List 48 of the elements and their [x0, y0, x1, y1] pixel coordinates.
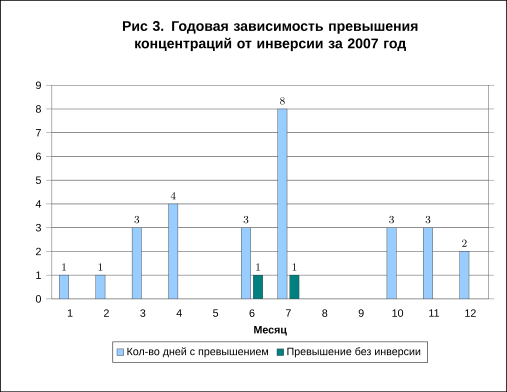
x-tick-label: 12	[465, 309, 476, 317]
y-tick-label: 9	[36, 81, 41, 89]
x-tick-label: 2	[104, 309, 109, 317]
bar	[241, 227, 251, 299]
x-tick-label: 11	[429, 309, 440, 317]
bar	[423, 227, 433, 299]
bar	[59, 274, 69, 299]
x-tick-label: 7	[286, 309, 291, 317]
x-tick-label: 4	[176, 309, 182, 317]
data-label: 8	[280, 97, 285, 104]
bar	[168, 204, 178, 299]
data-label: 1	[62, 263, 66, 270]
x-tick-label: 9	[358, 309, 364, 317]
bar	[290, 274, 300, 299]
y-tick-label: 0	[36, 295, 41, 303]
data-label: 1	[98, 263, 102, 270]
bar	[96, 274, 106, 299]
x-tick-label: 10	[392, 309, 404, 317]
y-tick-label: 4	[36, 200, 42, 208]
y-tick-label: 1	[36, 271, 41, 279]
bar	[278, 108, 288, 299]
x-axis-title: Месяц	[254, 326, 287, 336]
bar	[253, 274, 263, 299]
bar	[459, 251, 470, 299]
data-label: 2	[462, 240, 467, 247]
x-tick-label: 5	[213, 309, 218, 317]
x-tick-label: 8	[322, 309, 328, 317]
chart-title: Рис 3. Годовая зависимость превышения концентраций от инверсии за 2007 год	[122, 21, 418, 52]
data-label: 3	[134, 216, 140, 224]
x-tick-label: 6	[250, 309, 254, 317]
y-tick-label: 2	[36, 248, 41, 256]
x-tick-label: 1	[68, 309, 72, 317]
data-label: 3	[426, 216, 430, 224]
data-label: 1	[292, 263, 296, 270]
bar	[386, 227, 396, 299]
x-tick-label: 3	[140, 309, 146, 317]
legend-label: Кол-во дней с превышением	[127, 347, 268, 358]
y-tick-label: 5	[36, 176, 41, 184]
y-tick-label: 8	[36, 105, 41, 113]
data-label: 4	[170, 192, 176, 200]
data-label: 3	[389, 216, 394, 224]
bar	[132, 227, 142, 299]
data-label: 3	[244, 216, 248, 224]
y-tick-label: 7	[36, 128, 41, 136]
y-tick-label: 3	[36, 224, 41, 232]
legend-label: Превышение без инверсии	[287, 347, 420, 358]
data-label: 1	[256, 263, 260, 270]
y-tick-label: 6	[36, 152, 41, 160]
